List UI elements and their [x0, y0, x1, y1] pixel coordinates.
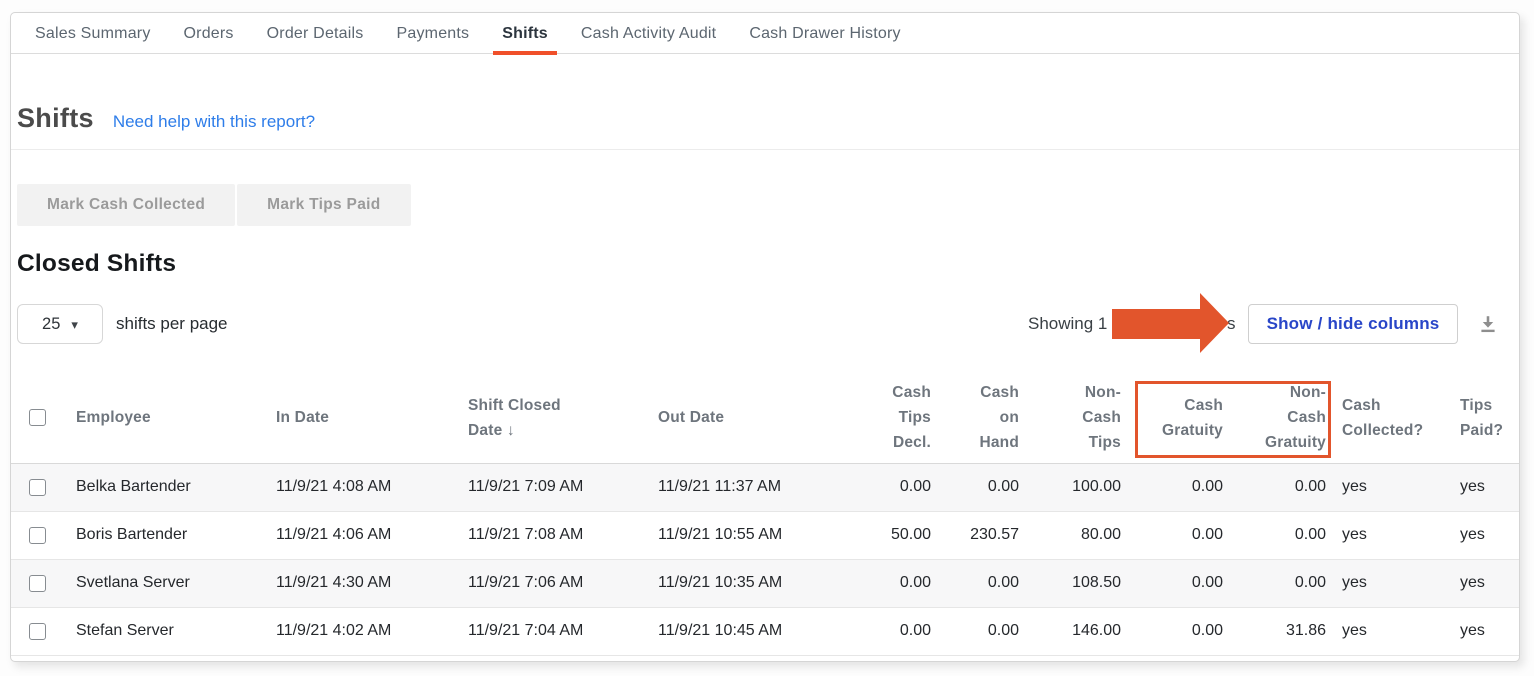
- cash-on-hand-cell: 230.57: [931, 511, 1019, 560]
- row-select-cell: [11, 511, 61, 560]
- tips-paid-cell: yes: [1444, 559, 1519, 608]
- select-all-checkbox[interactable]: [29, 409, 46, 427]
- cash-gratuity-cell: 0.00: [1121, 559, 1223, 608]
- table-header-row: Employee In Date Shift Closed Date ↓ Out…: [11, 373, 1519, 464]
- col-header-employee[interactable]: Employee: [61, 373, 266, 464]
- in-date-cell: 11/9/21 4:02 AM: [266, 607, 458, 656]
- employee-cell: Belka Bartender: [61, 463, 266, 512]
- col-header-shift-closed-date[interactable]: Shift Closed Date ↓: [458, 373, 648, 464]
- in-date-cell: 11/9/21 4:08 AM: [266, 463, 458, 512]
- col-header-cash-collected[interactable]: Cash Collected?: [1326, 373, 1444, 464]
- non-cash-tips-cell: 108.50: [1019, 559, 1121, 608]
- shift-closed-date-cell: 11/9/21 7:04 AM: [458, 607, 648, 656]
- tab-cash-activity-audit[interactable]: Cash Activity Audit: [580, 24, 717, 42]
- closed-shifts-table: Employee In Date Shift Closed Date ↓ Out…: [11, 373, 1519, 656]
- showing-count-text: Showing 1: [1028, 314, 1108, 333]
- non-cash-gratuity-cell: 0.00: [1223, 463, 1326, 512]
- row-select-cell: [11, 463, 61, 512]
- tab-payments[interactable]: Payments: [396, 24, 470, 42]
- page-title: Shifts: [17, 103, 94, 133]
- tips-paid-cell: yes: [1444, 511, 1519, 560]
- tab-sales-summary[interactable]: Sales Summary: [35, 24, 151, 42]
- col-header-non-cash-tips[interactable]: Non-Cash Tips: [1019, 373, 1121, 464]
- closed-shifts-heading: Closed Shifts: [17, 250, 177, 277]
- out-date-cell: 11/9/21 10:35 AM: [648, 559, 860, 608]
- table-row: Boris Bartender 11/9/21 4:06 AM 11/9/21 …: [11, 511, 1519, 560]
- in-date-cell: 11/9/21 4:30 AM: [266, 559, 458, 608]
- sort-descending-icon: ↓: [506, 421, 515, 439]
- show-hide-columns-button[interactable]: Show / hide columns: [1248, 304, 1458, 344]
- download-icon[interactable]: [1477, 313, 1499, 335]
- page-size-dropdown[interactable]: 25 ▾: [17, 304, 103, 344]
- cash-tips-decl-cell: 0.00: [860, 463, 931, 512]
- shift-closed-date-cell: 11/9/21 7:08 AM: [458, 511, 648, 560]
- row-checkbox[interactable]: [29, 478, 46, 496]
- cash-collected-cell: yes: [1326, 559, 1444, 608]
- table-row: Stefan Server 11/9/21 4:02 AM 11/9/21 7:…: [11, 607, 1519, 656]
- select-all-header: [11, 373, 61, 464]
- tab-order-details[interactable]: Order Details: [266, 24, 364, 42]
- cash-collected-cell: yes: [1326, 511, 1444, 560]
- tab-orders[interactable]: Orders: [183, 24, 234, 42]
- non-cash-gratuity-cell: 0.00: [1223, 511, 1326, 560]
- mark-tips-paid-button[interactable]: Mark Tips Paid: [237, 184, 411, 226]
- out-date-cell: 11/9/21 11:37 AM: [648, 463, 860, 512]
- in-date-cell: 11/9/21 4:06 AM: [266, 511, 458, 560]
- page-size-label: shifts per page: [116, 314, 228, 333]
- out-date-cell: 11/9/21 10:55 AM: [648, 511, 860, 560]
- cash-tips-decl-cell: 0.00: [860, 559, 931, 608]
- row-checkbox[interactable]: [29, 574, 46, 592]
- non-cash-gratuity-cell: 0.00: [1223, 559, 1326, 608]
- shift-closed-date-cell: 11/9/21 7:09 AM: [458, 463, 648, 512]
- col-header-non-cash-gratuity[interactable]: Non-Cash Gratuity: [1223, 373, 1326, 464]
- tab-shifts[interactable]: Shifts: [493, 13, 557, 55]
- tab-cash-drawer-history[interactable]: Cash Drawer History: [749, 24, 901, 42]
- report-card: Sales Summary Orders Order Details Payme…: [10, 12, 1520, 662]
- col-header-shift-closed-date-label: Shift Closed Date: [468, 396, 561, 439]
- row-select-cell: [11, 607, 61, 656]
- col-header-tips-paid[interactable]: Tips Paid?: [1444, 373, 1519, 464]
- out-date-cell: 11/9/21 10:45 AM: [648, 607, 860, 656]
- employee-cell: Boris Bartender: [61, 511, 266, 560]
- cash-collected-cell: yes: [1326, 463, 1444, 512]
- employee-cell: Stefan Server: [61, 607, 266, 656]
- bulk-actions: Mark Cash Collected Mark Tips Paid: [17, 184, 1513, 226]
- col-header-cash-tips-decl[interactable]: Cash Tips Decl.: [860, 373, 931, 464]
- report-tabbar: Sales Summary Orders Order Details Payme…: [11, 13, 1519, 55]
- table-row: Belka Bartender 11/9/21 4:08 AM 11/9/21 …: [11, 463, 1519, 512]
- row-checkbox[interactable]: [29, 622, 46, 640]
- cash-on-hand-cell: 0.00: [931, 463, 1019, 512]
- tips-paid-cell: yes: [1444, 463, 1519, 512]
- cash-gratuity-cell: 0.00: [1121, 511, 1223, 560]
- col-header-cash-on-hand[interactable]: Cash on Hand: [931, 373, 1019, 464]
- shift-closed-date-cell: 11/9/21 7:06 AM: [458, 559, 648, 608]
- col-header-in-date[interactable]: In Date: [266, 373, 458, 464]
- col-header-out-date[interactable]: Out Date: [648, 373, 860, 464]
- non-cash-tips-cell: 146.00: [1019, 607, 1121, 656]
- cash-collected-cell: yes: [1326, 607, 1444, 656]
- table-controls: 25 ▾ shifts per page Showing 1 s Show / …: [11, 304, 1519, 346]
- tips-paid-cell: yes: [1444, 607, 1519, 656]
- non-cash-tips-cell: 80.00: [1019, 511, 1121, 560]
- non-cash-tips-cell: 100.00: [1019, 463, 1121, 512]
- col-header-cash-gratuity[interactable]: Cash Gratuity: [1121, 373, 1223, 464]
- cash-gratuity-cell: 0.00: [1121, 607, 1223, 656]
- non-cash-gratuity-cell: 31.86: [1223, 607, 1326, 656]
- cash-on-hand-cell: 0.00: [931, 559, 1019, 608]
- page-size-value: 25: [42, 314, 61, 333]
- chevron-down-icon: ▾: [71, 316, 78, 332]
- cash-tips-decl-cell: 0.00: [860, 607, 931, 656]
- employee-cell: Svetlana Server: [61, 559, 266, 608]
- row-checkbox[interactable]: [29, 526, 46, 544]
- cash-on-hand-cell: 0.00: [931, 607, 1019, 656]
- table-row: Svetlana Server 11/9/21 4:30 AM 11/9/21 …: [11, 559, 1519, 608]
- page-title-row: Shifts Need help with this report?: [11, 54, 1519, 150]
- row-select-cell: [11, 559, 61, 608]
- cash-gratuity-cell: 0.00: [1121, 463, 1223, 512]
- cash-tips-decl-cell: 50.00: [860, 511, 931, 560]
- showing-count-text-suffix: s: [1227, 314, 1236, 333]
- mark-cash-collected-button[interactable]: Mark Cash Collected: [17, 184, 236, 226]
- help-report-link[interactable]: Need help with this report?: [112, 112, 316, 131]
